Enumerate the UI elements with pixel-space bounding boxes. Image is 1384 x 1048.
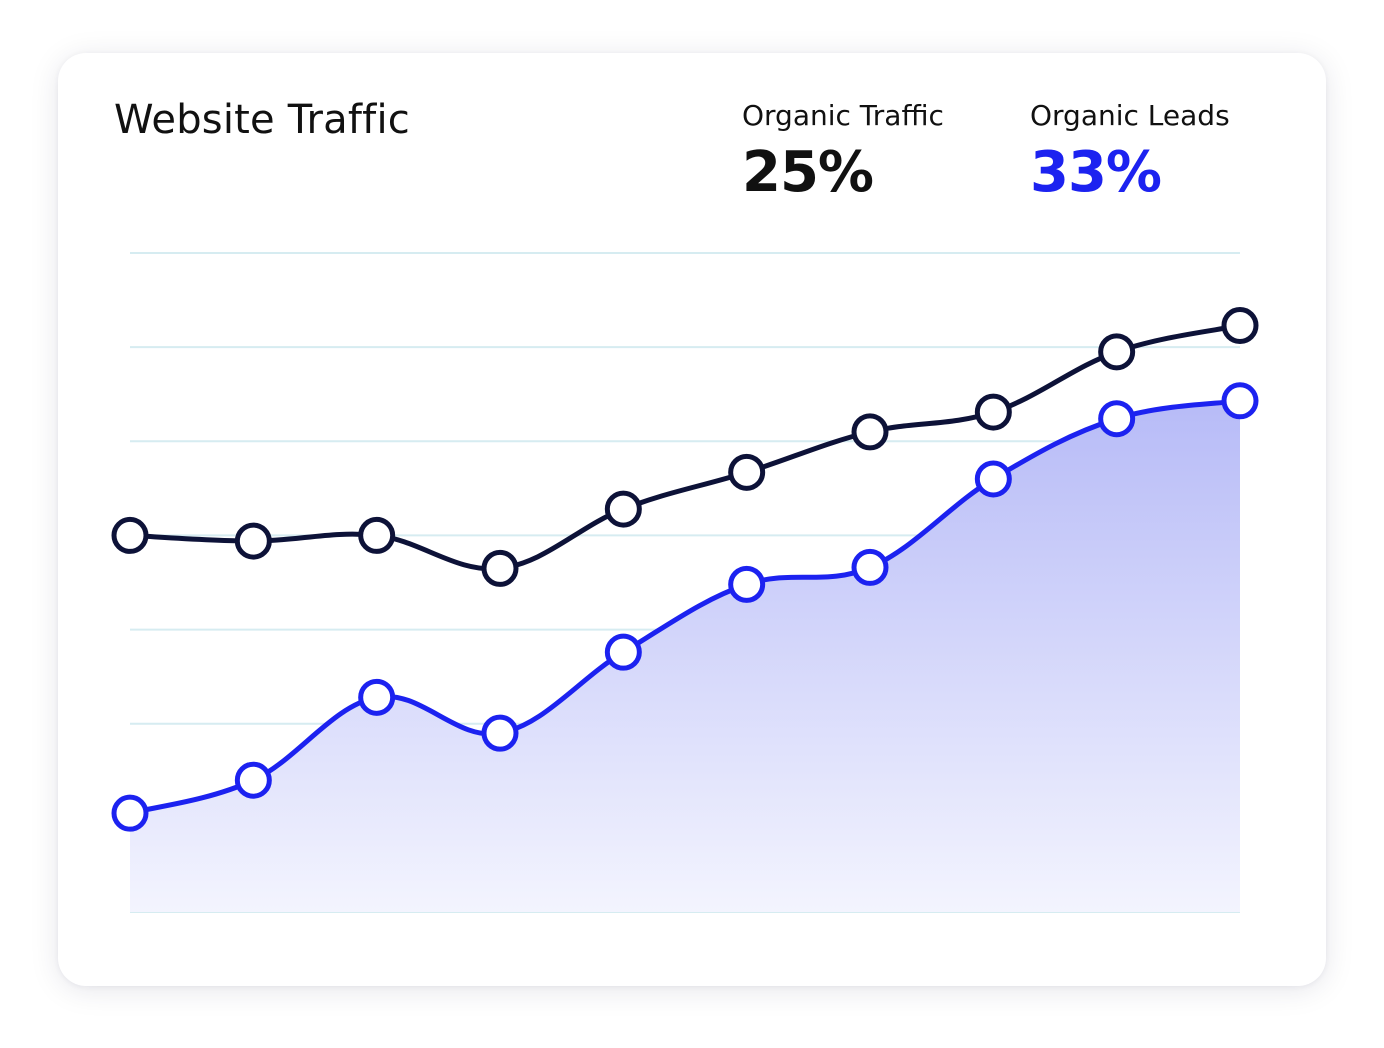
line-chart [111,252,1259,913]
area-fills [130,400,1240,912]
organic-leads-point [974,460,1012,498]
organic-traffic-point [851,413,889,451]
organic-leads-point [728,565,766,603]
organic-leads-point [234,761,272,799]
organic-leads-point [358,678,396,716]
organic-leads-value: 33% [1030,140,1162,205]
organic-leads-point [1221,382,1259,420]
organic-leads-label: Organic Leads [1030,99,1230,132]
organic-leads-point [111,794,149,832]
organic-traffic-label: Organic Traffic [742,99,944,132]
organic-traffic-point [604,490,642,528]
organic-leads-point [851,548,889,586]
organic-traffic-point [974,393,1012,431]
organic-traffic-point [1221,306,1259,344]
traffic-card: Website Traffic Organic Traffic 25% Orga… [58,53,1326,986]
organic-leads-area [130,400,1240,912]
series-lines [127,322,1243,816]
organic-leads-point [1098,400,1136,438]
organic-leads-point [604,633,642,671]
organic-traffic-point [234,522,272,560]
organic-leads-line [127,398,1243,816]
organic-leads-point [481,714,519,752]
organic-traffic-point [481,549,519,587]
organic-traffic-line [127,322,1243,572]
chart-title: Website Traffic [114,97,410,143]
organic-traffic-stat: Organic Traffic 25% [742,99,944,205]
organic-traffic-value: 25% [742,140,874,205]
organic-traffic-point [1098,333,1136,371]
organic-traffic-point [111,516,149,554]
organic-leads-stat: Organic Leads 33% [1030,99,1230,205]
data-points [111,306,1259,832]
organic-traffic-point [728,453,766,491]
organic-traffic-point [358,516,396,554]
